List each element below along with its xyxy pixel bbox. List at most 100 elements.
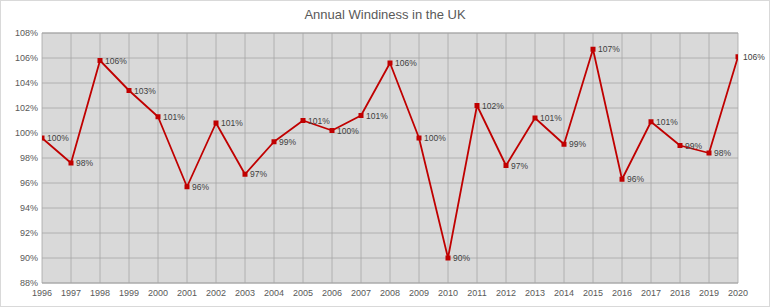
chart-border [1,1,770,307]
x-tick-label: 2020 [728,288,748,298]
y-tick-label: 106% [15,53,38,63]
x-grid [651,33,652,283]
data-label: 101% [308,116,330,126]
y-tick-label: 102% [15,103,38,113]
x-tick-label: 2006 [322,288,342,298]
y-tick-label: 100% [15,128,38,138]
data-label: 101% [656,117,678,127]
line [42,49,738,258]
x-grid [361,33,362,283]
data-label: 97% [511,161,528,171]
x-tick-label: 1996 [32,288,52,298]
marker [330,128,335,133]
x-grid [390,33,391,283]
data-label: 106% [395,58,417,68]
data-label: 107% [598,44,620,54]
y-tick-label: 90% [20,253,38,263]
data-label: 99% [279,137,296,147]
data-label: 99% [685,141,702,151]
marker [649,119,654,124]
x-grid [506,33,507,283]
marker [417,136,422,141]
data-label: 101% [163,112,185,122]
marker [185,184,190,189]
marker [475,103,480,108]
x-grid [709,33,710,283]
x-grid [100,33,101,283]
data-label: 100% [424,133,446,143]
x-grid [477,33,478,283]
data-label: 106% [743,52,765,62]
marker [359,113,364,118]
data-label: 99% [569,139,586,149]
y-tick-label: 94% [20,203,38,213]
x-tick-label: 1997 [61,288,81,298]
marker [127,88,132,93]
x-grid [129,33,130,283]
y-tick-label: 104% [15,78,38,88]
data-label: 96% [192,182,209,192]
marker [562,142,567,147]
x-grid [245,33,246,283]
marker [272,139,277,144]
chart: Annual Windiness in the UK 88% 90% 92% 94% 96… [0,0,770,307]
y-tick-label: 92% [20,228,38,238]
x-tick-label: 2008 [380,288,400,298]
x-tick-label: 2000 [148,288,168,298]
marker [98,58,103,63]
data-label: 98% [76,158,93,168]
x-grid [738,33,739,283]
x-grid [332,33,333,283]
data-label: 106% [105,56,127,66]
y-tick-label: 108% [15,28,38,38]
y-grid [42,33,738,34]
data-label: 102% [482,101,504,111]
marker [620,177,625,182]
marker [591,47,596,52]
data-label: 96% [627,174,644,184]
marker [388,61,393,66]
x-grid [535,33,536,283]
data-label: 97% [250,169,267,179]
marker [707,151,712,156]
marker [301,118,306,123]
data-label: 101% [221,118,243,128]
marker [42,136,45,141]
marker [214,121,219,126]
x-tick-label: 2016 [612,288,632,298]
x-tick-label: 2003 [235,288,255,298]
x-tick-label: 1999 [119,288,139,298]
data-label: 98% [714,148,731,158]
x-grid [564,33,565,283]
y-tick-label: 88% [20,278,38,288]
x-grid [216,33,217,283]
x-tick-label: 2010 [438,288,458,298]
x-axis [42,283,738,284]
x-tick-label: 1998 [90,288,110,298]
title: Annual Windiness in the UK [304,7,465,22]
x-grid [448,33,449,283]
marker [69,161,74,166]
data-label: 90% [453,253,470,263]
data-label: 103% [134,86,156,96]
x-grid [42,33,43,283]
x-tick-label: 2017 [641,288,661,298]
x-grid [274,33,275,283]
x-tick-label: 2002 [206,288,226,298]
y-tick-label: 98% [20,153,38,163]
x-tick-label: 2012 [496,288,516,298]
x-tick-label: 2005 [293,288,313,298]
x-grid [680,33,681,283]
x-grid [158,33,159,283]
x-tick-label: 2013 [525,288,545,298]
data-label: 100% [337,126,359,136]
y-grid [42,283,738,284]
marker [736,54,739,59]
x-grid [187,33,188,283]
x-grid [622,33,623,283]
marker [446,256,451,261]
data-label: 101% [366,111,388,121]
marker [504,163,509,168]
x-tick-label: 2014 [554,288,574,298]
x-tick-label: 2007 [351,288,371,298]
